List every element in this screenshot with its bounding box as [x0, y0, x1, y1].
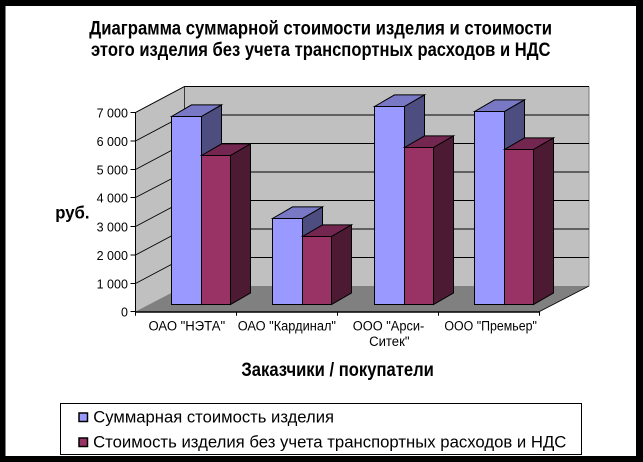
svg-text:Стоимость изделия без учета тр: Стоимость изделия без учета транспортных… [93, 434, 566, 452]
svg-text:ОАО "Кардинал": ОАО "Кардинал" [238, 319, 337, 334]
svg-text:1 000: 1 000 [97, 278, 128, 292]
svg-text:руб.: руб. [55, 202, 89, 222]
svg-text:Ситек": Ситек" [369, 334, 410, 349]
svg-text:6 000: 6 000 [97, 135, 128, 149]
svg-text:ООО "Премьер": ООО "Премьер" [444, 319, 537, 334]
svg-text:2 000: 2 000 [97, 249, 128, 263]
svg-text:этого изделия без учета трансп: этого изделия без учета транспортных рас… [91, 40, 551, 61]
svg-text:0: 0 [121, 306, 128, 320]
svg-text:7 000: 7 000 [97, 107, 128, 121]
svg-text:Заказчики / покупатели: Заказчики / покупатели [241, 360, 434, 381]
svg-text:4 000: 4 000 [97, 192, 128, 206]
svg-text:ООО "Арси-: ООО "Арси- [353, 319, 425, 334]
svg-text:Диаграмма суммарной стоимости: Диаграмма суммарной стоимости изделия и … [89, 18, 552, 39]
svg-text:Суммарная стоимость изделия: Суммарная стоимость изделия [93, 409, 334, 427]
svg-text:ОАО "НЭТА": ОАО "НЭТА" [149, 319, 226, 334]
svg-text:5 000: 5 000 [97, 164, 128, 178]
svg-text:3 000: 3 000 [97, 221, 128, 235]
